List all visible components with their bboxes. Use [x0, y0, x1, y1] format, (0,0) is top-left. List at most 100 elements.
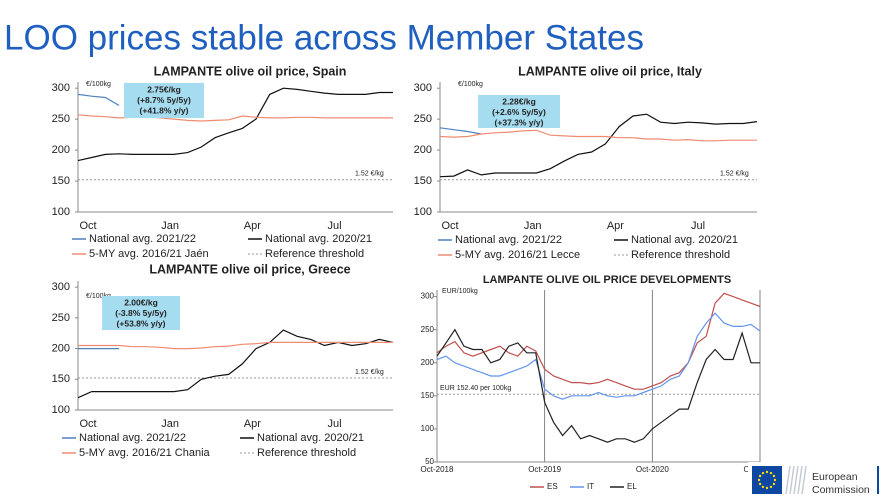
logo-stripe [789, 465, 795, 495]
series-line [77, 93, 120, 107]
annotation-box [102, 296, 180, 330]
flag-star [773, 478, 777, 482]
x-tick-label: Jan [524, 220, 542, 232]
legend-label: Reference threshold [265, 248, 364, 260]
x-tick-label: Oct-2019 [528, 465, 561, 474]
y-tick-label: 250 [421, 325, 435, 334]
legend-label: National avg. 2021/22 [455, 234, 562, 246]
annotation-text: 2.00€/kg [124, 297, 158, 307]
threshold-label: 1.52 €/kg [355, 171, 384, 178]
y-tick-label: 250 [52, 312, 70, 324]
flag-star [769, 485, 773, 489]
y-tick-label: 150 [414, 175, 432, 187]
series-line [77, 329, 394, 399]
annotation-text: 2.28€/kg [502, 96, 536, 106]
threshold-label: 1.52 €/kg [355, 369, 384, 376]
x-tick-label: Jul [691, 220, 705, 232]
y-tick-label: 250 [52, 113, 70, 125]
series-line [78, 341, 393, 350]
annotation-text: 2.75€/kg [147, 84, 181, 94]
y-tick-label: 150 [52, 175, 70, 187]
flag-star [772, 474, 776, 478]
series-line [436, 328, 760, 443]
legend-label: National avg. 2020/21 [257, 432, 364, 444]
logo-stripe [797, 465, 803, 495]
threshold-label: 1.52 €/kg [720, 171, 749, 178]
legend-label: EL [627, 482, 637, 491]
legend-label: National avg. 2021/22 [79, 432, 186, 444]
chart-title: LAMPANTE olive oil price, Spain [154, 64, 347, 78]
y-tick-label: 100 [414, 206, 432, 218]
legend-label: Reference threshold [631, 249, 730, 261]
annotation-text: (+37.3% y/y) [495, 117, 544, 127]
annotation-text: (+41.8% y/y) [140, 105, 189, 115]
legend-label: Reference threshold [257, 447, 356, 459]
y-tick-label: 200 [421, 358, 435, 367]
annotation-box [124, 83, 204, 118]
y-tick-label: 300 [414, 82, 432, 94]
flag-star [758, 474, 762, 478]
chart-title: LAMPANTE olive oil price, Greece [149, 262, 350, 276]
slide-title: LOO prices stable across Member States [4, 18, 644, 57]
flag-star [772, 482, 776, 486]
series-line [77, 87, 393, 162]
legend-label: 5-MY avg. 2016/21 Lecce [455, 249, 580, 261]
y-unit: €/100kg [458, 81, 483, 88]
flag-star [757, 478, 761, 482]
legend-label: IT [587, 482, 594, 491]
legend-label: National avg. 2021/22 [89, 233, 196, 245]
legend-label: 5-MY avg. 2016/21 Chania [79, 447, 211, 459]
flag-star [761, 485, 765, 489]
x-tick-label: Oct [441, 220, 458, 232]
legend-label: 5-MY avg. 2016/21 Jaén [89, 248, 209, 260]
legend-label: ES [547, 482, 558, 491]
flag-star [765, 486, 769, 490]
x-tick-label: Jan [161, 220, 179, 232]
y-tick-label: 200 [52, 342, 70, 354]
logo-stripe [793, 465, 799, 495]
y-unit: EUR/100kg [442, 288, 478, 295]
side-bar [877, 466, 879, 494]
x-tick-label: Jan [161, 418, 179, 430]
y-tick-label: 150 [421, 391, 435, 400]
annotation-text: (-3.8% 5y/5y) [115, 308, 167, 318]
x-tick-label: Apr [607, 220, 624, 232]
logo-text: Commission [812, 484, 870, 496]
threshold-label: EUR 152.40 per 100kg [440, 385, 511, 392]
y-tick-label: 100 [52, 404, 70, 416]
y-tick-label: 50 [425, 457, 434, 466]
x-tick-label: Apr [244, 418, 261, 430]
y-tick-label: 250 [414, 113, 432, 125]
chart-title: LAMPANTE OLIVE OIL PRICE DEVELOPMENTS [483, 274, 731, 286]
chart-title: LAMPANTE olive oil price, Italy [518, 64, 702, 78]
x-tick-label: Oct-2020 [636, 465, 669, 474]
x-tick-label: Oct [79, 220, 96, 232]
series-line [439, 129, 757, 142]
y-unit: €/100kg [86, 81, 111, 88]
x-tick-label: Apr [244, 220, 261, 232]
x-tick-label: Oct-2018 [421, 465, 454, 474]
legend-label: National avg. 2020/21 [631, 234, 738, 246]
legend-label: National avg. 2020/21 [265, 233, 372, 245]
series-line [439, 113, 758, 178]
series-line [436, 292, 761, 390]
y-tick-label: 300 [52, 82, 70, 94]
flag-star [758, 482, 762, 486]
logo-stripe [785, 465, 791, 495]
y-tick-label: 200 [52, 144, 70, 156]
logo-text: European [812, 471, 858, 483]
annotation-text: (+2.6% 5y/5y) [492, 107, 546, 117]
x-tick-label: Jul [327, 418, 341, 430]
flag-star [765, 470, 769, 474]
annotation-text: (+53.8% y/y) [117, 318, 166, 328]
flag-star [761, 471, 765, 475]
y-tick-label: 300 [52, 281, 70, 293]
annotation-text: (+8.7% 5y/5y) [137, 95, 191, 105]
y-tick-label: 100 [421, 424, 435, 433]
series-line [439, 127, 482, 135]
x-tick-label: Oct [79, 418, 96, 430]
eu-flag [752, 466, 782, 494]
y-unit: €/100kg [86, 293, 111, 300]
flag-star [769, 471, 773, 475]
